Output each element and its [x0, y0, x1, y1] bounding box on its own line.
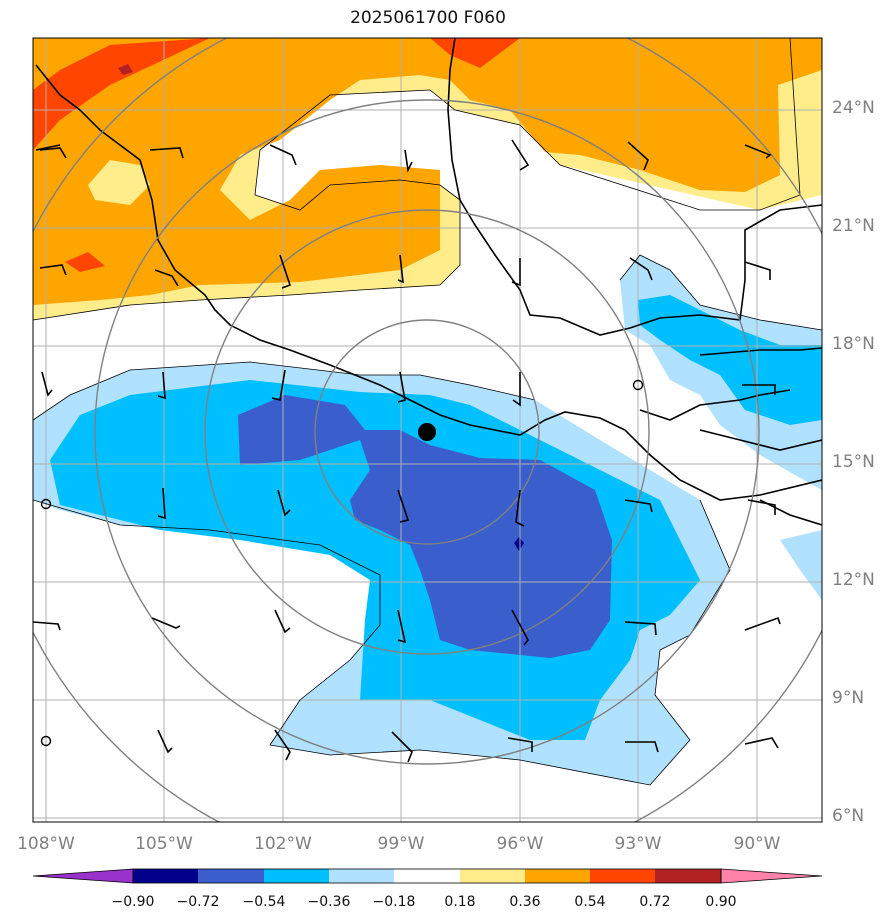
colorbar-segment-0	[32, 868, 134, 884]
colorbar-segment-5	[394, 869, 460, 883]
lon-label-99w: 99°W	[377, 834, 425, 854]
lon-label-105w: 105°W	[135, 834, 193, 854]
colorbar-segment-3	[264, 869, 329, 883]
colorbar-segment-9	[655, 869, 721, 883]
lat-label-18n: 18°N	[832, 334, 875, 354]
lon-label-102w: 102°W	[254, 834, 312, 854]
storm-center-marker	[418, 423, 436, 441]
coastlines	[35, 38, 822, 526]
gridlines	[33, 38, 822, 822]
lat-label-21n: 21°N	[832, 216, 875, 236]
colorbar-tick: 0.18	[444, 894, 476, 910]
colorbar-segment-6	[460, 869, 525, 883]
calm-wind-markers	[40, 379, 644, 747]
map-title: 2025061700 F060	[350, 8, 506, 28]
map-frame	[32, 37, 823, 823]
lon-label-96w: 96°W	[496, 834, 544, 854]
colorbar-tick: −0.54	[242, 894, 286, 910]
colorbar-tick: 0.72	[639, 894, 671, 910]
wind-barbs	[33, 139, 781, 763]
positive-anomaly-region	[33, 38, 822, 320]
colorbar-segment-4	[329, 869, 394, 883]
colorbar-tick: −0.18	[372, 894, 416, 910]
colorbar-tick: 0.36	[509, 894, 541, 910]
colorbar-segment-8	[590, 869, 655, 883]
colorbar	[32, 868, 823, 884]
lat-label-6n: 6°N	[832, 806, 865, 826]
colorbar-segment-2	[198, 869, 264, 883]
lon-label-90w: 90°W	[733, 834, 781, 854]
colorbar-tick: 0.90	[705, 894, 737, 910]
colorbar-tick: −0.72	[176, 894, 220, 910]
range-rings	[33, 38, 822, 822]
colorbar-tick: −0.36	[307, 894, 351, 910]
negative-anomaly-region	[33, 255, 822, 785]
colorbar-segment-10	[720, 868, 823, 884]
lon-label-108w: 108°W	[17, 834, 75, 854]
lat-label-12n: 12°N	[832, 570, 875, 590]
lon-label-93w: 93°W	[614, 834, 662, 854]
colorbar-segment-7	[525, 869, 590, 883]
contour-lines	[33, 38, 822, 786]
colorbar-segment-1	[133, 869, 198, 883]
lat-label-9n: 9°N	[832, 688, 865, 708]
colorbar-tick: −0.90	[111, 894, 155, 910]
colorbar-tick: 0.54	[574, 894, 606, 910]
lat-label-15n: 15°N	[832, 452, 875, 472]
lat-label-24n: 24°N	[832, 98, 875, 118]
